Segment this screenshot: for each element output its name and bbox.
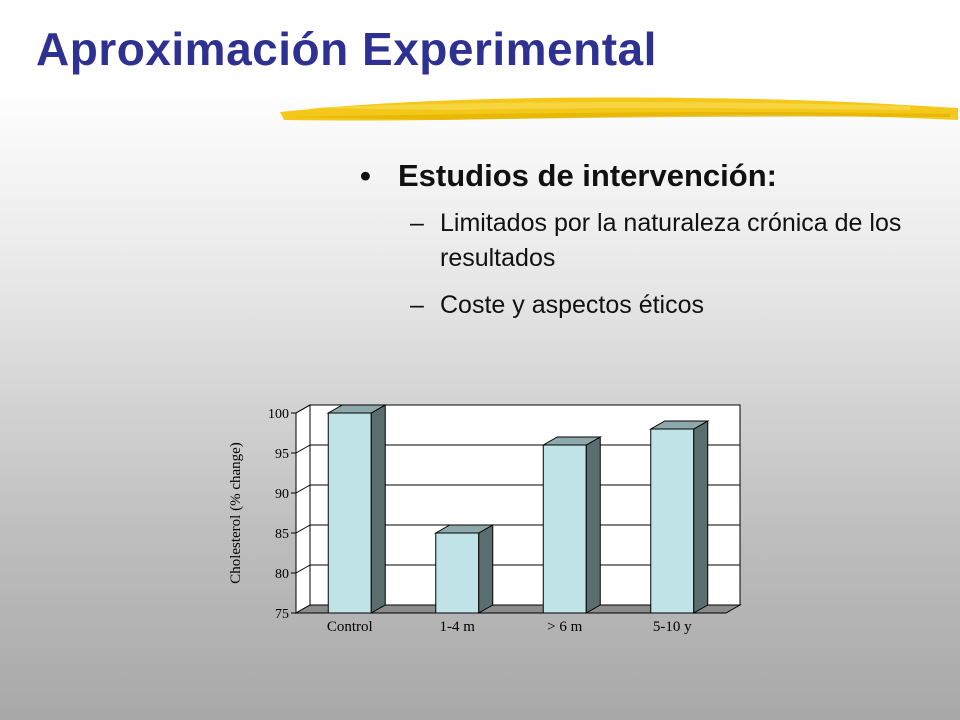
bar-top	[433, 524, 495, 534]
chart-side-wall	[295, 404, 311, 614]
bullet-dot: •	[360, 158, 371, 193]
sub-item-text: Coste y aspectos éticos	[440, 291, 705, 319]
cholesterol-bar-chart: 75 80 85 90 95 100 Cholesterol (% change) Contr…	[228, 404, 742, 635]
bar-top	[541, 436, 603, 446]
gridline-side	[295, 484, 311, 494]
yellow-highlighter-stroke	[280, 97, 958, 121]
x-tick-label: > 6 m	[547, 619, 582, 635]
y-tick-label: 100	[268, 407, 289, 422]
bar-side	[478, 524, 494, 614]
bar-side	[585, 436, 601, 614]
gridline-side	[295, 564, 311, 574]
y-tick-label: 80	[275, 567, 289, 582]
y-tick-label: 85	[275, 527, 289, 542]
sub-item-text: Limitados por la naturaleza crónica de l…	[440, 209, 902, 272]
y-tick-label: 75	[275, 607, 289, 622]
gridline-side	[295, 404, 311, 414]
y-tick-label: 90	[275, 487, 289, 502]
x-tick-label: 5-10 y	[653, 619, 692, 635]
bar	[327, 412, 372, 614]
bar-top	[326, 404, 388, 414]
x-tick-label: 1-4 m	[440, 619, 476, 635]
slide-title: Aproximación Experimental	[36, 23, 657, 75]
sub-item: – Limitados por la naturaleza crónica de…	[410, 206, 920, 276]
gridline-side	[295, 524, 311, 534]
bullet-list: • Estudios de intervención: – Limitados …	[360, 158, 920, 323]
y-tick-label: 95	[275, 447, 289, 462]
gridline-side	[295, 444, 311, 454]
bullet-main: • Estudios de intervención:	[360, 158, 920, 194]
y-axis-label: Cholesterol (% change)	[228, 442, 244, 584]
sub-dash: –	[410, 291, 424, 319]
bullet-main-text: Estudios de intervención:	[398, 158, 777, 193]
sub-dash: –	[410, 209, 424, 237]
bar-top	[648, 420, 710, 430]
bar-side	[370, 404, 386, 614]
bar	[650, 428, 695, 614]
x-tick-label: Control	[327, 619, 373, 635]
sub-item: – Coste y aspectos éticos	[410, 288, 920, 323]
bar	[542, 444, 587, 614]
bar	[435, 532, 480, 614]
bar-side	[693, 420, 709, 614]
